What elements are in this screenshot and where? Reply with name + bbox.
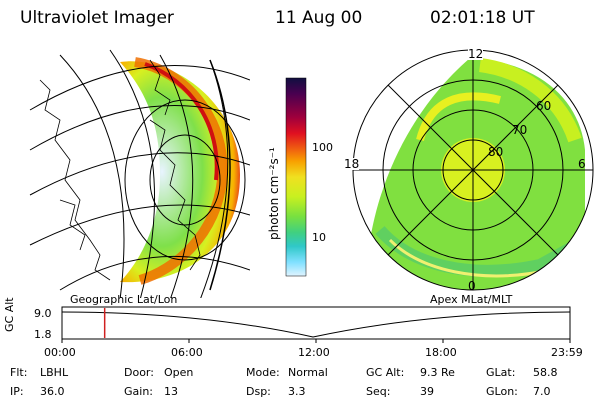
mlat-label-70: 70	[512, 123, 528, 137]
mlt-label-12: 12	[468, 47, 484, 61]
timeline-xtick-0600: 06:00	[171, 346, 203, 359]
footer-key: IP:	[10, 385, 24, 398]
mlt-label-0: 0	[468, 279, 476, 293]
footer-key: GLat:	[486, 366, 516, 379]
apex-label: Apex MLat/MLT	[430, 293, 513, 306]
observation-date: 11 Aug 00	[275, 8, 363, 28]
colorbar-gradient	[285, 77, 307, 277]
footer-value: 36.0	[40, 385, 65, 398]
footer-key: Mode:	[246, 366, 280, 379]
colorbar-tick-100: 100	[312, 141, 333, 154]
timeline-xtick-1200: 12:00	[298, 346, 330, 359]
mlat-label-60: 60	[536, 99, 552, 113]
timeline-xtick-0000: 00:00	[44, 346, 76, 359]
geographic-label: Geographic Lat/Lon	[70, 293, 178, 306]
timeline-ytick-9: 9.0	[34, 307, 52, 320]
footer-key: GLon:	[486, 385, 518, 398]
footer-value: 3.3	[288, 385, 306, 398]
footer-value: LBHL	[40, 366, 69, 379]
observation-time: 02:01:18 UT	[430, 8, 535, 28]
footer-key: Gain:	[124, 385, 153, 398]
app-title: Ultraviolet Imager	[20, 8, 174, 28]
mlat-label-80: 80	[488, 145, 504, 159]
colorbar-tick-10: 10	[312, 231, 326, 244]
footer-key: GC Alt:	[366, 366, 405, 379]
timeline-axis-title: GC Alt	[3, 297, 16, 332]
altitude-curve	[61, 311, 571, 338]
colorbar	[285, 77, 307, 277]
timeline-xtick-2359: 23:59	[551, 346, 583, 359]
footer-key: Dsp:	[246, 385, 271, 398]
timeline-ytick-1.8: 1.8	[34, 328, 52, 341]
mlt-label-6: 6	[578, 157, 586, 171]
footer-value: Open	[164, 366, 194, 379]
footer-value: 13	[164, 385, 178, 398]
timeline-xtick-1800: 18:00	[425, 346, 457, 359]
footer-value: Normal	[288, 366, 328, 379]
footer-value: 39	[420, 385, 434, 398]
mlt-label-18: 18	[344, 157, 360, 171]
footer-value: 7.0	[533, 385, 551, 398]
footer-value: 9.3 Re	[420, 366, 455, 379]
footer-key: Flt:	[10, 366, 28, 379]
footer-key: Seq:	[366, 385, 391, 398]
timeline-frame	[61, 306, 571, 340]
footer-key: Door:	[124, 366, 154, 379]
footer-value: 58.8	[533, 366, 558, 379]
